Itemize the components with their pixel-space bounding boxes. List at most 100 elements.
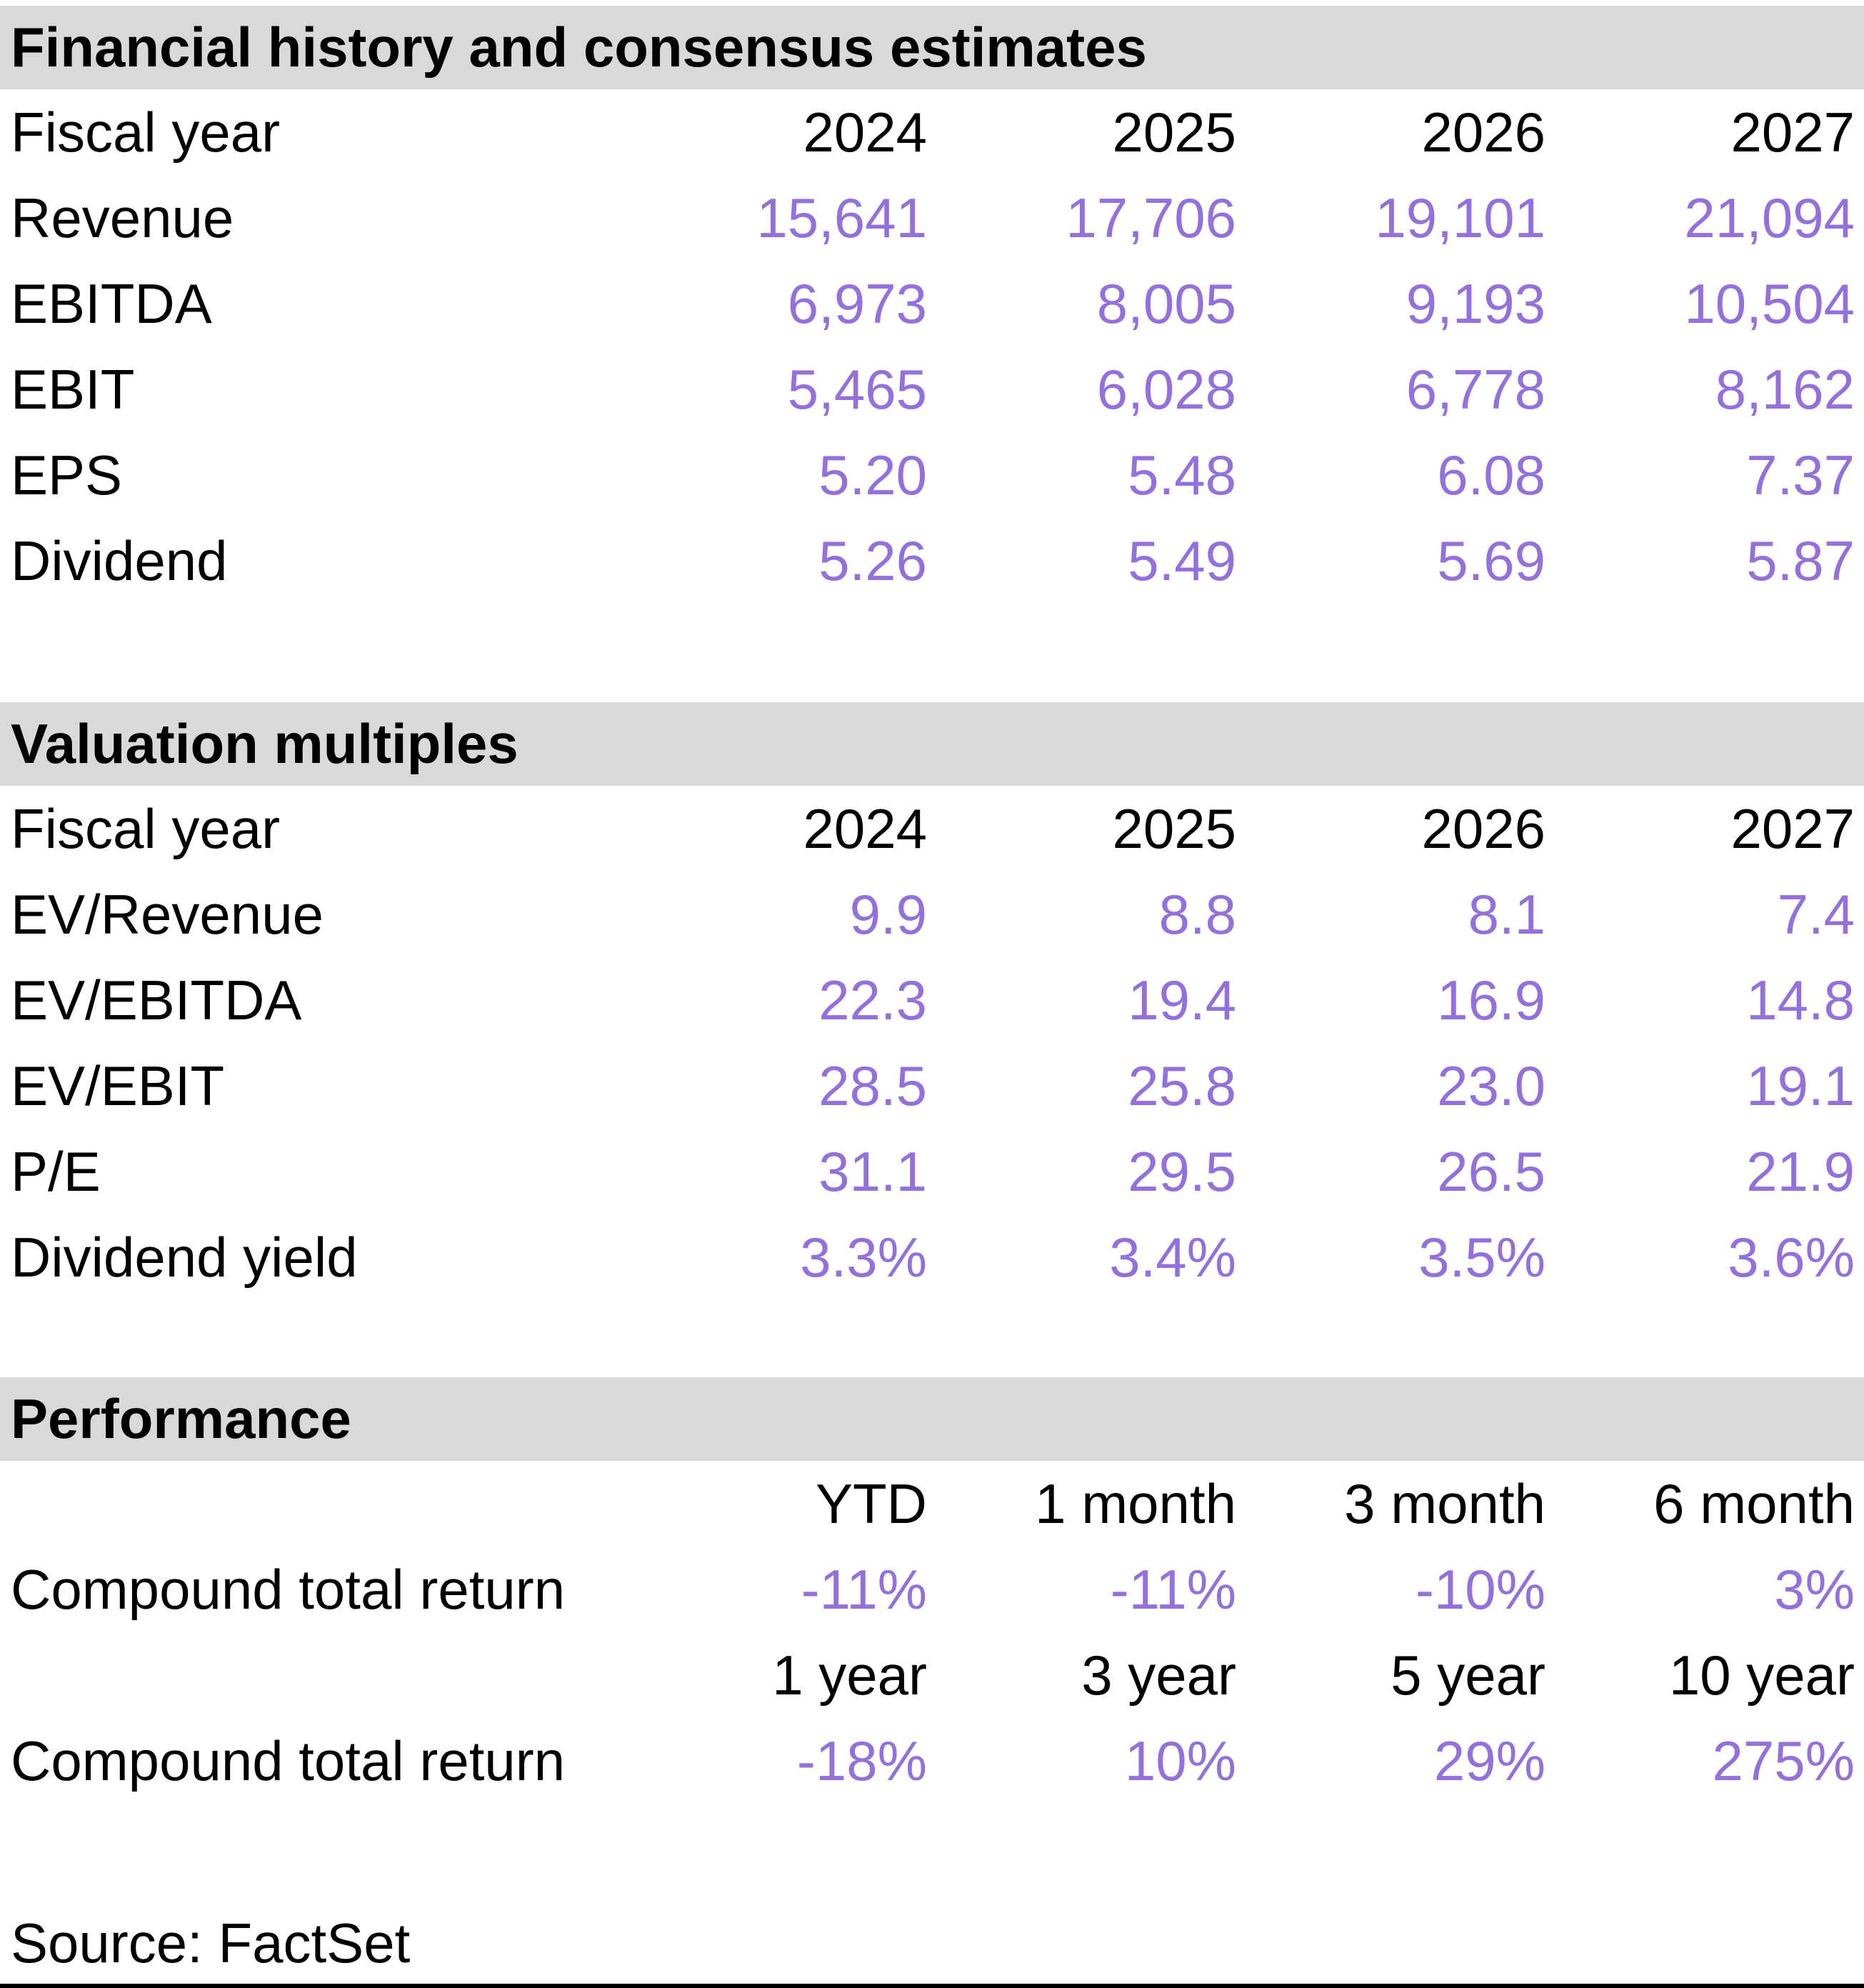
table-row: EBITDA 6,973 8,005 9,193 10,504 bbox=[0, 261, 1864, 346]
cell-value: 6,778 bbox=[1405, 357, 1545, 421]
cell-value: 8,162 bbox=[1715, 357, 1855, 421]
table-row: Compound total return -18% 10% 29% 275% bbox=[0, 1718, 1864, 1804]
cell-value: 19.4 bbox=[1128, 968, 1236, 1032]
bottom-divider bbox=[0, 1984, 1864, 1988]
section-header-valuation-multiples: Valuation multiples bbox=[0, 702, 1864, 786]
cell-value: 16.9 bbox=[1437, 968, 1545, 1032]
section-title: Valuation multiples bbox=[11, 712, 518, 775]
row-label: Compound total return bbox=[11, 1729, 566, 1792]
table-row: P/E 31.1 29.5 26.5 21.9 bbox=[0, 1129, 1864, 1214]
cell-value: 6,973 bbox=[787, 271, 927, 335]
cell-value: -11% bbox=[1110, 1557, 1236, 1621]
period-header: 1 year bbox=[772, 1643, 927, 1707]
cell-value: 28.5 bbox=[818, 1054, 927, 1117]
empty-cell bbox=[0, 1461, 627, 1547]
period-header: 10 year bbox=[1668, 1643, 1855, 1707]
cell-value: 8.1 bbox=[1468, 882, 1545, 946]
cell-value: 8,005 bbox=[1096, 271, 1236, 335]
year-header: 2024 bbox=[803, 100, 927, 164]
row-label: P/E bbox=[11, 1139, 101, 1203]
table-row: Revenue 15,641 17,706 19,101 21,094 bbox=[0, 175, 1864, 261]
performance-table: YTD 1 month 3 month 6 month Compound tot… bbox=[0, 1461, 1864, 1804]
cell-value: 5.26 bbox=[818, 529, 927, 592]
cell-value: 29% bbox=[1433, 1729, 1545, 1792]
cell-value: 31.1 bbox=[818, 1139, 927, 1203]
cell-value: 7.4 bbox=[1777, 882, 1855, 946]
section-header-performance: Performance bbox=[0, 1377, 1864, 1461]
row-label: EV/EBITDA bbox=[11, 968, 302, 1032]
cell-value: 9,193 bbox=[1405, 271, 1545, 335]
table-header-row: Fiscal year 2024 2025 2026 2027 bbox=[0, 786, 1864, 871]
cell-value: 10% bbox=[1124, 1729, 1236, 1792]
cell-value: 21,094 bbox=[1684, 186, 1855, 249]
cell-value: 3.4% bbox=[1109, 1225, 1236, 1289]
period-header: 6 month bbox=[1653, 1472, 1855, 1535]
cell-value: 5,465 bbox=[787, 357, 927, 421]
table-header-row: Fiscal year 2024 2025 2026 2027 bbox=[0, 89, 1864, 175]
valuation-multiples-table: Fiscal year 2024 2025 2026 2027 EV/Reven… bbox=[0, 786, 1864, 1300]
cell-value: 19,101 bbox=[1375, 186, 1545, 249]
table-header-row: 1 year 3 year 5 year 10 year bbox=[0, 1632, 1864, 1718]
cell-value: 10,504 bbox=[1684, 271, 1855, 335]
section-title: Performance bbox=[11, 1387, 351, 1450]
cell-value: 7.37 bbox=[1746, 443, 1855, 506]
cell-value: 5.48 bbox=[1128, 443, 1236, 506]
cell-value: 5.20 bbox=[818, 443, 927, 506]
cell-value: 23.0 bbox=[1437, 1054, 1545, 1117]
year-header: 2025 bbox=[1112, 796, 1236, 860]
year-header: 2026 bbox=[1421, 100, 1545, 164]
table-row: EV/EBIT 28.5 25.8 23.0 19.1 bbox=[0, 1043, 1864, 1129]
cell-value: -10% bbox=[1415, 1557, 1545, 1621]
cell-value: 14.8 bbox=[1746, 968, 1855, 1032]
table-row: EV/Revenue 9.9 8.8 8.1 7.4 bbox=[0, 871, 1864, 957]
row-label: EBIT bbox=[11, 357, 135, 421]
section-title: Financial history and consensus estimate… bbox=[11, 16, 1147, 79]
year-header: 2026 bbox=[1421, 796, 1545, 860]
year-header: 2024 bbox=[803, 796, 927, 860]
cell-value: 26.5 bbox=[1437, 1139, 1545, 1203]
table-header-row: YTD 1 month 3 month 6 month bbox=[0, 1461, 1864, 1547]
row-label: EV/Revenue bbox=[11, 882, 324, 946]
table-row: Dividend yield 3.3% 3.4% 3.5% 3.6% bbox=[0, 1214, 1864, 1300]
financial-history-table: Fiscal year 2024 2025 2026 2027 Revenue … bbox=[0, 89, 1864, 604]
cell-value: 9.9 bbox=[849, 882, 927, 946]
cell-value: 25.8 bbox=[1128, 1054, 1236, 1117]
cell-value: -18% bbox=[796, 1729, 927, 1792]
cell-value: 3% bbox=[1774, 1557, 1855, 1621]
cell-value: 15,641 bbox=[756, 186, 927, 249]
table-row: Compound total return -11% -11% -10% 3% bbox=[0, 1547, 1864, 1632]
period-header: 3 year bbox=[1081, 1643, 1236, 1707]
table-row: EPS 5.20 5.48 6.08 7.37 bbox=[0, 432, 1864, 518]
period-header: 1 month bbox=[1035, 1472, 1236, 1535]
fiscal-year-label: Fiscal year bbox=[11, 100, 281, 164]
year-header: 2025 bbox=[1112, 100, 1236, 164]
cell-value: 8.8 bbox=[1158, 882, 1236, 946]
cell-value: 29.5 bbox=[1128, 1139, 1236, 1203]
cell-value: 6,028 bbox=[1096, 357, 1236, 421]
cell-value: 5.49 bbox=[1128, 529, 1236, 592]
row-label: Dividend yield bbox=[11, 1225, 358, 1289]
source-attribution: Source: FactSet bbox=[11, 1912, 411, 1974]
cell-value: 6.08 bbox=[1437, 443, 1545, 506]
cell-value: 5.87 bbox=[1746, 529, 1855, 592]
empty-cell bbox=[0, 1632, 627, 1718]
cell-value: 3.5% bbox=[1418, 1225, 1545, 1289]
cell-value: 19.1 bbox=[1746, 1054, 1855, 1117]
row-label: EBITDA bbox=[11, 271, 212, 335]
row-label: Dividend bbox=[11, 529, 228, 592]
row-label: Revenue bbox=[11, 186, 234, 249]
period-header: 5 year bbox=[1391, 1643, 1545, 1707]
table-row: Dividend 5.26 5.49 5.69 5.87 bbox=[0, 518, 1864, 604]
fiscal-year-label: Fiscal year bbox=[11, 796, 281, 860]
row-label: EV/EBIT bbox=[11, 1054, 225, 1117]
year-header: 2027 bbox=[1730, 100, 1855, 164]
cell-value: 17,706 bbox=[1066, 186, 1236, 249]
cell-value: 5.69 bbox=[1437, 529, 1545, 592]
cell-value: 3.6% bbox=[1728, 1225, 1855, 1289]
cell-value: 275% bbox=[1712, 1729, 1855, 1792]
table-row: EBIT 5,465 6,028 6,778 8,162 bbox=[0, 346, 1864, 432]
cell-value: 22.3 bbox=[818, 968, 927, 1032]
period-header: 3 month bbox=[1344, 1472, 1545, 1535]
row-label: Compound total return bbox=[11, 1557, 566, 1621]
cell-value: 3.3% bbox=[800, 1225, 927, 1289]
